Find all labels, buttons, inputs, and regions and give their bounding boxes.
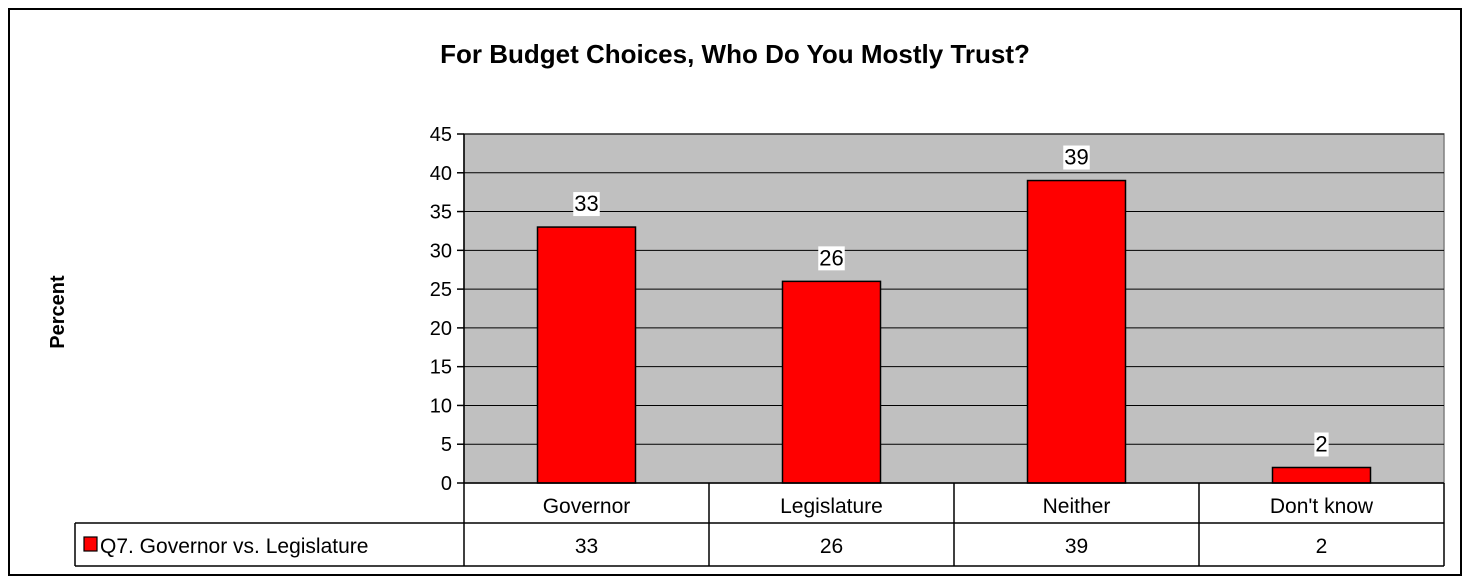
y-tick-label: 40 [430,163,452,185]
y-tick-label: 35 [430,202,452,224]
data-label: 33 [574,191,598,216]
data-label: 26 [819,245,843,270]
data-table: Governor 33 Legislature 26 Neither 39 Don't kn… [74,482,1445,567]
bar [536,226,637,484]
y-tick-label: 45 [430,124,452,146]
bars [536,179,1372,484]
y-tick-label: 20 [430,318,452,340]
y-axis: 0 5 10 15 20 25 30 35 40 45 [430,124,465,495]
y-tick-label: 5 [441,434,452,456]
bar [1026,179,1127,484]
legend-series-name: Q7. Governor vs. Legislature [100,535,368,558]
data-label-background [1314,432,1329,457]
x-tick-label: Governor [543,495,631,518]
data-label-background [818,246,845,271]
bar [781,280,882,484]
x-tick-label: Neither [1043,495,1111,518]
data-label: 2 [1315,431,1327,456]
y-tick-label: 25 [430,279,452,301]
data-label-background [1063,145,1090,170]
y-tick-label: 15 [430,357,452,379]
y-tick-label: 0 [441,473,452,495]
table-value: 2 [1316,535,1328,558]
table-value: 33 [575,535,598,558]
y-tick-label: 10 [430,395,452,417]
data-labels: 33 26 39 2 [573,145,1329,457]
table-value: 39 [1065,535,1088,558]
legend-swatch [83,536,98,552]
bar [1271,466,1372,484]
y-tick-label: 30 [430,240,452,262]
data-label: 39 [1064,145,1088,170]
data-label-background [573,192,600,217]
chart-title: For Budget Choices, Who Do You Mostly Tr… [440,39,1030,69]
x-tick-label: Legislature [780,495,883,518]
y-axis-label: Percent [47,275,69,349]
table-value: 26 [820,535,843,558]
x-tick-label: Don't know [1270,495,1374,518]
